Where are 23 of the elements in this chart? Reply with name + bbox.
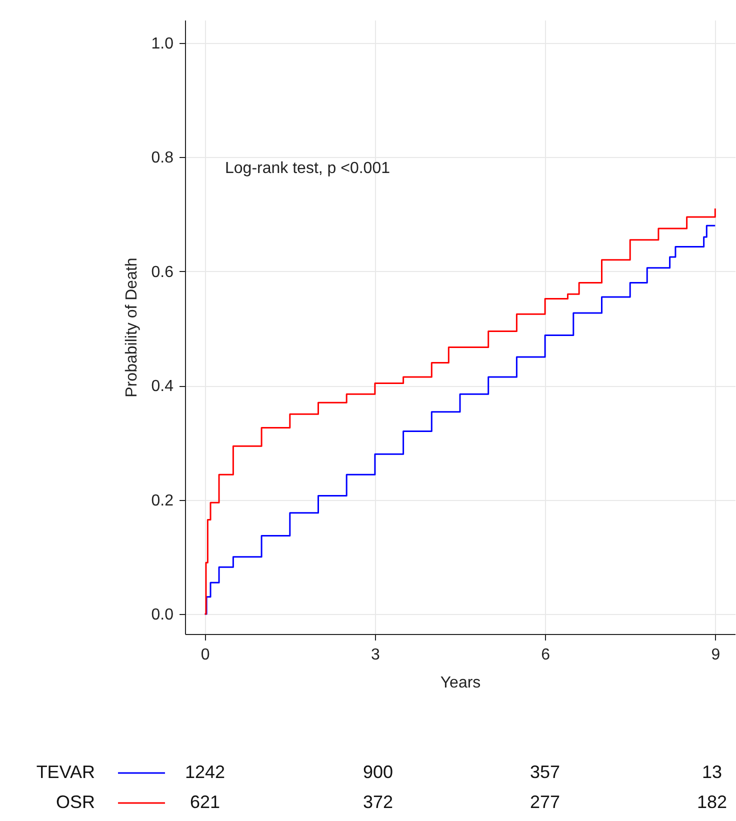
y-tick-label: 1.0: [151, 35, 174, 52]
x-tick-label: 0: [200, 646, 210, 664]
text: 277: [530, 792, 560, 812]
x-axis-title: Years: [440, 674, 481, 692]
text: 372: [362, 792, 394, 812]
x-tick-label: 3: [370, 646, 380, 664]
annotation: Log-rank test, p <0.001: [225, 160, 390, 177]
x-tick-label: 6: [541, 646, 550, 664]
text: 1242: [184, 762, 226, 782]
y-tick-label: 0.2: [151, 492, 174, 510]
y-axis-title: Probability of Death: [123, 258, 140, 398]
text: 13: [702, 762, 722, 782]
y-tick-label: 0.4: [151, 378, 174, 396]
text: 900: [362, 762, 394, 782]
legend-label: TEVAR: [36, 762, 95, 782]
y-tick-label: 0.0: [151, 606, 174, 624]
legend-label: OSR: [56, 792, 95, 812]
text: 621: [190, 792, 220, 812]
y-tick-label: 0.8: [151, 150, 174, 167]
y-tick-label: 0.6: [151, 264, 174, 281]
text: 182: [696, 792, 728, 812]
text: 357: [530, 762, 560, 782]
x-tick-label: 9: [711, 646, 720, 664]
